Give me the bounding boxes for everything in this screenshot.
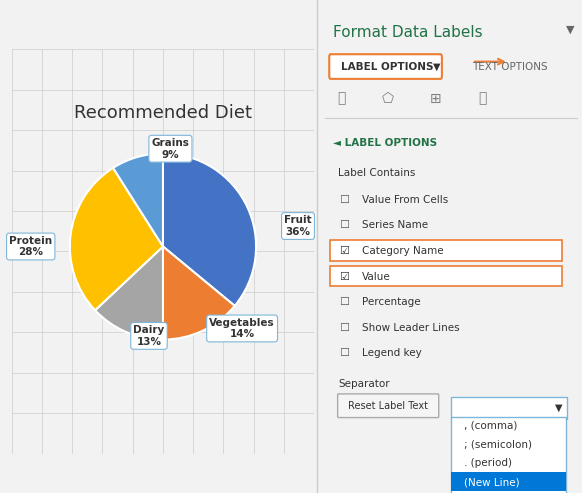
Text: ☐: ☐: [339, 349, 349, 358]
Text: Percentage: Percentage: [362, 297, 421, 307]
FancyBboxPatch shape: [451, 472, 566, 491]
Text: ; (semicolon): ; (semicolon): [464, 440, 532, 450]
Text: ◄ LABEL OPTIONS: ◄ LABEL OPTIONS: [333, 138, 437, 148]
FancyBboxPatch shape: [451, 417, 566, 493]
Text: ☐: ☐: [339, 195, 349, 205]
FancyBboxPatch shape: [330, 266, 562, 286]
Text: 🏷: 🏷: [337, 92, 345, 106]
Text: ☐: ☐: [339, 323, 349, 333]
Text: Label Contains: Label Contains: [339, 168, 416, 177]
Text: Vegetables
14%: Vegetables 14%: [210, 317, 275, 339]
Wedge shape: [163, 246, 235, 340]
Text: Dairy
13%: Dairy 13%: [133, 325, 165, 347]
Wedge shape: [113, 153, 163, 246]
Text: Legend key: Legend key: [362, 349, 422, 358]
Text: ⊞: ⊞: [430, 92, 441, 106]
Text: ☑: ☑: [339, 272, 349, 282]
Text: Series Name: Series Name: [362, 220, 428, 230]
Text: ▼: ▼: [566, 25, 574, 35]
Title: Recommended Diet: Recommended Diet: [74, 104, 252, 122]
Wedge shape: [95, 246, 163, 340]
Text: LABEL OPTIONS: LABEL OPTIONS: [341, 62, 434, 71]
FancyBboxPatch shape: [329, 54, 442, 79]
Text: ☐: ☐: [339, 297, 349, 307]
FancyBboxPatch shape: [330, 240, 562, 261]
Text: Protein
28%: Protein 28%: [9, 236, 52, 257]
Text: Reset Label Text: Reset Label Text: [348, 401, 428, 411]
Text: Category Name: Category Name: [362, 246, 443, 256]
Wedge shape: [70, 168, 163, 310]
Text: Format Data Labels: Format Data Labels: [333, 25, 483, 39]
Wedge shape: [163, 153, 256, 306]
Text: 📊: 📊: [478, 92, 487, 106]
FancyBboxPatch shape: [338, 394, 439, 418]
Text: , (comma): , (comma): [464, 421, 517, 431]
Text: Separator: Separator: [339, 379, 390, 389]
Text: Show Leader Lines: Show Leader Lines: [362, 323, 460, 333]
Text: Value From Cells: Value From Cells: [362, 195, 448, 205]
Text: . (period): . (period): [464, 458, 512, 468]
Text: ▼: ▼: [555, 403, 562, 413]
Text: TEXT OPTIONS: TEXT OPTIONS: [472, 62, 548, 71]
Text: Fruit
36%: Fruit 36%: [284, 215, 312, 237]
Text: Value: Value: [362, 272, 391, 282]
Text: ☑: ☑: [339, 246, 349, 256]
Text: Grains
9%: Grains 9%: [151, 138, 189, 160]
Text: ▼: ▼: [432, 62, 440, 71]
Text: ⬠: ⬠: [382, 92, 394, 106]
Text: (New Line): (New Line): [464, 477, 520, 487]
Text: ☐: ☐: [339, 220, 349, 230]
FancyBboxPatch shape: [450, 397, 567, 419]
